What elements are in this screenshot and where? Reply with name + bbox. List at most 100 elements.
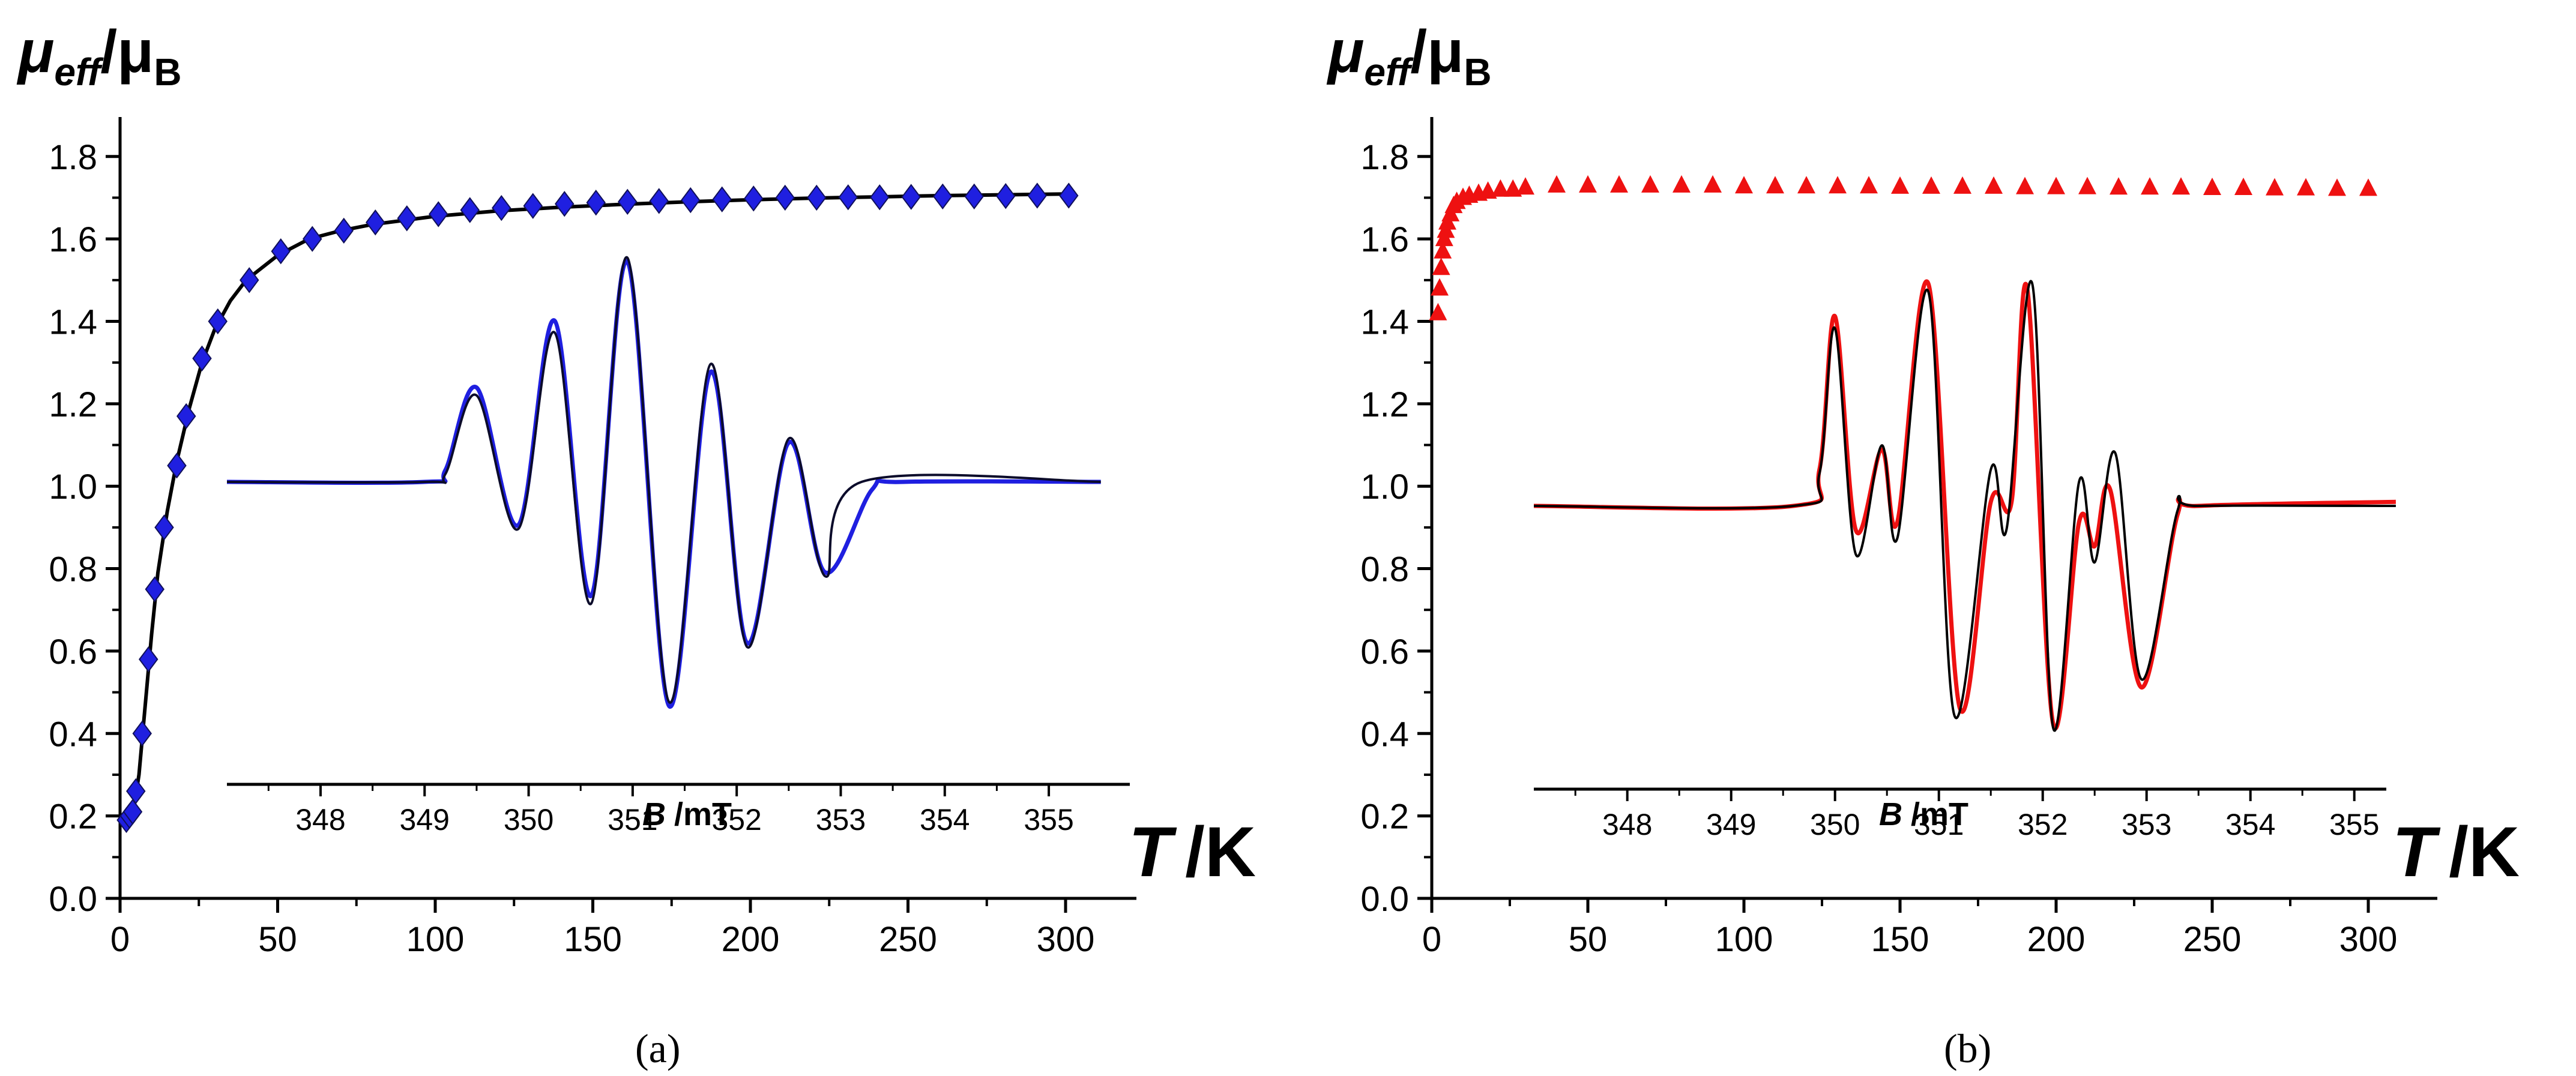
panel-a-data-point	[712, 186, 732, 212]
panel-b-data-point	[2328, 178, 2346, 196]
panel-a-x-unit: /K	[1185, 813, 1256, 892]
panel-b-y-tick-label: 0.2	[1360, 798, 1409, 837]
panel-b-data-point	[1579, 175, 1597, 193]
panel-b-data-point	[2297, 178, 2315, 196]
panel-b-inset-x-tick-label: 351	[1914, 808, 1964, 841]
panel-b-data-point	[2172, 177, 2190, 195]
panel-b-data-point	[1479, 181, 1497, 199]
panel-b-y-tick-label: 0.0	[1360, 880, 1409, 919]
panel-a-caption-letter: a	[649, 1026, 667, 1071]
panel-a-inset-x-tick-label: 349	[400, 803, 450, 837]
panel-b-x-tick-label: 50	[1569, 920, 1608, 959]
panel-b-y-tick-label: 0.4	[1360, 715, 1409, 754]
panel-a-data-point	[870, 184, 890, 211]
panel-a-data-point	[132, 720, 152, 747]
panel-b-caption-letter: b	[1958, 1026, 1978, 1071]
panel-b-inset-x-tick-label: 355	[2329, 808, 2379, 841]
panel-b-y-tick-label: 1.0	[1360, 467, 1409, 506]
panel-b-data-point	[2078, 176, 2096, 194]
panel-b-data-point	[1432, 257, 1450, 275]
svg-text:μeff/μB: μeff/μB	[16, 18, 182, 94]
panel-a-data-point	[744, 185, 764, 212]
panel-a-data-point	[523, 193, 543, 219]
panel-b-y-sep: /	[1410, 18, 1427, 85]
panel-b-data-point	[2141, 177, 2159, 195]
panel-b-x-symbol: T	[2392, 813, 2441, 892]
panel-b-data-point	[2234, 177, 2252, 195]
panel-b-data-point	[1673, 175, 1691, 193]
panel-a-x-tick-label: 250	[879, 920, 937, 959]
panel-b-data-point	[1704, 175, 1722, 193]
panel-a-data-point	[126, 778, 146, 805]
svg-text:B/mT: B/mT	[1879, 796, 1968, 832]
panel-a-y-unit: μ	[117, 18, 154, 85]
panel-a-data-point	[681, 187, 701, 214]
panel-b-data-point	[2047, 176, 2065, 194]
panel-b-y-tick-label: 0.6	[1360, 633, 1409, 672]
panel-a-data-point	[366, 209, 385, 236]
panel-a-inset-x-tick-label: 354	[920, 803, 970, 837]
panel-a-x-tick-label: 100	[406, 920, 465, 959]
panel-b-y-unit-sub: B	[1464, 50, 1491, 94]
panel-b-data-point	[1735, 176, 1753, 194]
panel-a-y-tick-label: 0.0	[49, 880, 97, 919]
panel-b-y-tick-label: 1.8	[1360, 138, 1409, 177]
panel-a-y-tick-label: 0.4	[49, 715, 97, 754]
panel-b-data-point	[1829, 176, 1847, 194]
panel-a-data-point	[176, 403, 196, 430]
panel-b-inset-x-symbol: B	[1879, 796, 1902, 832]
panel-a-data-point	[271, 238, 291, 265]
svg-text:T/K: T/K	[1129, 813, 1256, 892]
panel-b-data-point	[1953, 176, 1971, 194]
panel-b-data-point	[1985, 176, 2003, 194]
panel-a-data-point	[964, 183, 984, 210]
panel-b-data-point	[2016, 176, 2034, 194]
panel-a-inset-x-symbol: B	[642, 796, 666, 832]
panel-b-y-symbol: μ	[1326, 18, 1364, 85]
panel-a-data-point	[167, 452, 187, 479]
panel-b-inset-experimental-line	[1533, 279, 2396, 731]
panel-b-inset-x-tick-label: 352	[2018, 808, 2068, 841]
panel-a-data-point	[139, 646, 158, 673]
panel-a-y-symbol: μ	[16, 18, 54, 85]
panel-a-data-point	[122, 799, 143, 825]
panel-a-y-unit-sub: B	[154, 50, 181, 94]
panel-b-data-point	[1516, 177, 1534, 195]
panel-a-data-point	[775, 184, 795, 211]
panel-a-data-point	[807, 184, 827, 211]
panel-b-data-point	[1431, 278, 1449, 296]
panel-a-data-point	[145, 576, 164, 603]
panel-a-inset-x-tick-label: 351	[608, 803, 657, 837]
panel-b-data-point	[1766, 176, 1784, 194]
panel-b-y-tick-label: 1.6	[1360, 220, 1409, 259]
svg-text:μeff/μB: μeff/μB	[1326, 18, 1492, 94]
panel-a-inset-x-tick-label: 353	[816, 803, 866, 837]
panel-a-inset-x-tick-label: 352	[711, 803, 761, 837]
panel-b-x-tick-label: 100	[1715, 920, 1773, 959]
panel-b-x-tick-label: 150	[1871, 920, 1929, 959]
panel-b-x-tick-label: 200	[2027, 920, 2086, 959]
panel-a-y-sep: /	[100, 18, 117, 85]
svg-text:B/mT: B/mT	[642, 796, 732, 832]
panel-b-data-point	[2203, 177, 2221, 195]
panel-a-y-tick-label: 0.6	[49, 633, 97, 672]
panel-b-data-point	[1491, 179, 1510, 197]
panel-a-data-point	[555, 191, 575, 217]
panel-a-data-point	[397, 205, 417, 232]
panel-b-caption: (b)	[1944, 1026, 1991, 1071]
panel-b-y-tick-label: 1.4	[1360, 302, 1409, 341]
panel-b-data-point	[1504, 179, 1522, 197]
panel-b-data-point	[1797, 176, 1815, 194]
panel-a-y-sub: eff	[54, 50, 104, 94]
panel-a-data-point	[586, 190, 606, 216]
panel-a-y-label: μeff/μB	[16, 18, 182, 94]
panel-b-data-point	[2110, 177, 2128, 195]
panel-a: μeff/μB T/K B/mT (a) 0.00.20.40.60.81.01…	[16, 18, 1256, 1071]
panel-a-x-tick-label: 150	[564, 920, 622, 959]
panel-a-x-label: T/K	[1129, 813, 1256, 892]
panel-a-data-point	[334, 217, 354, 244]
panel-a-data-point	[154, 514, 174, 541]
panel-a-x-tick-label: 300	[1037, 920, 1095, 959]
panel-a-y-tick-label: 0.2	[49, 798, 97, 837]
panel-a-data-point	[460, 197, 480, 223]
